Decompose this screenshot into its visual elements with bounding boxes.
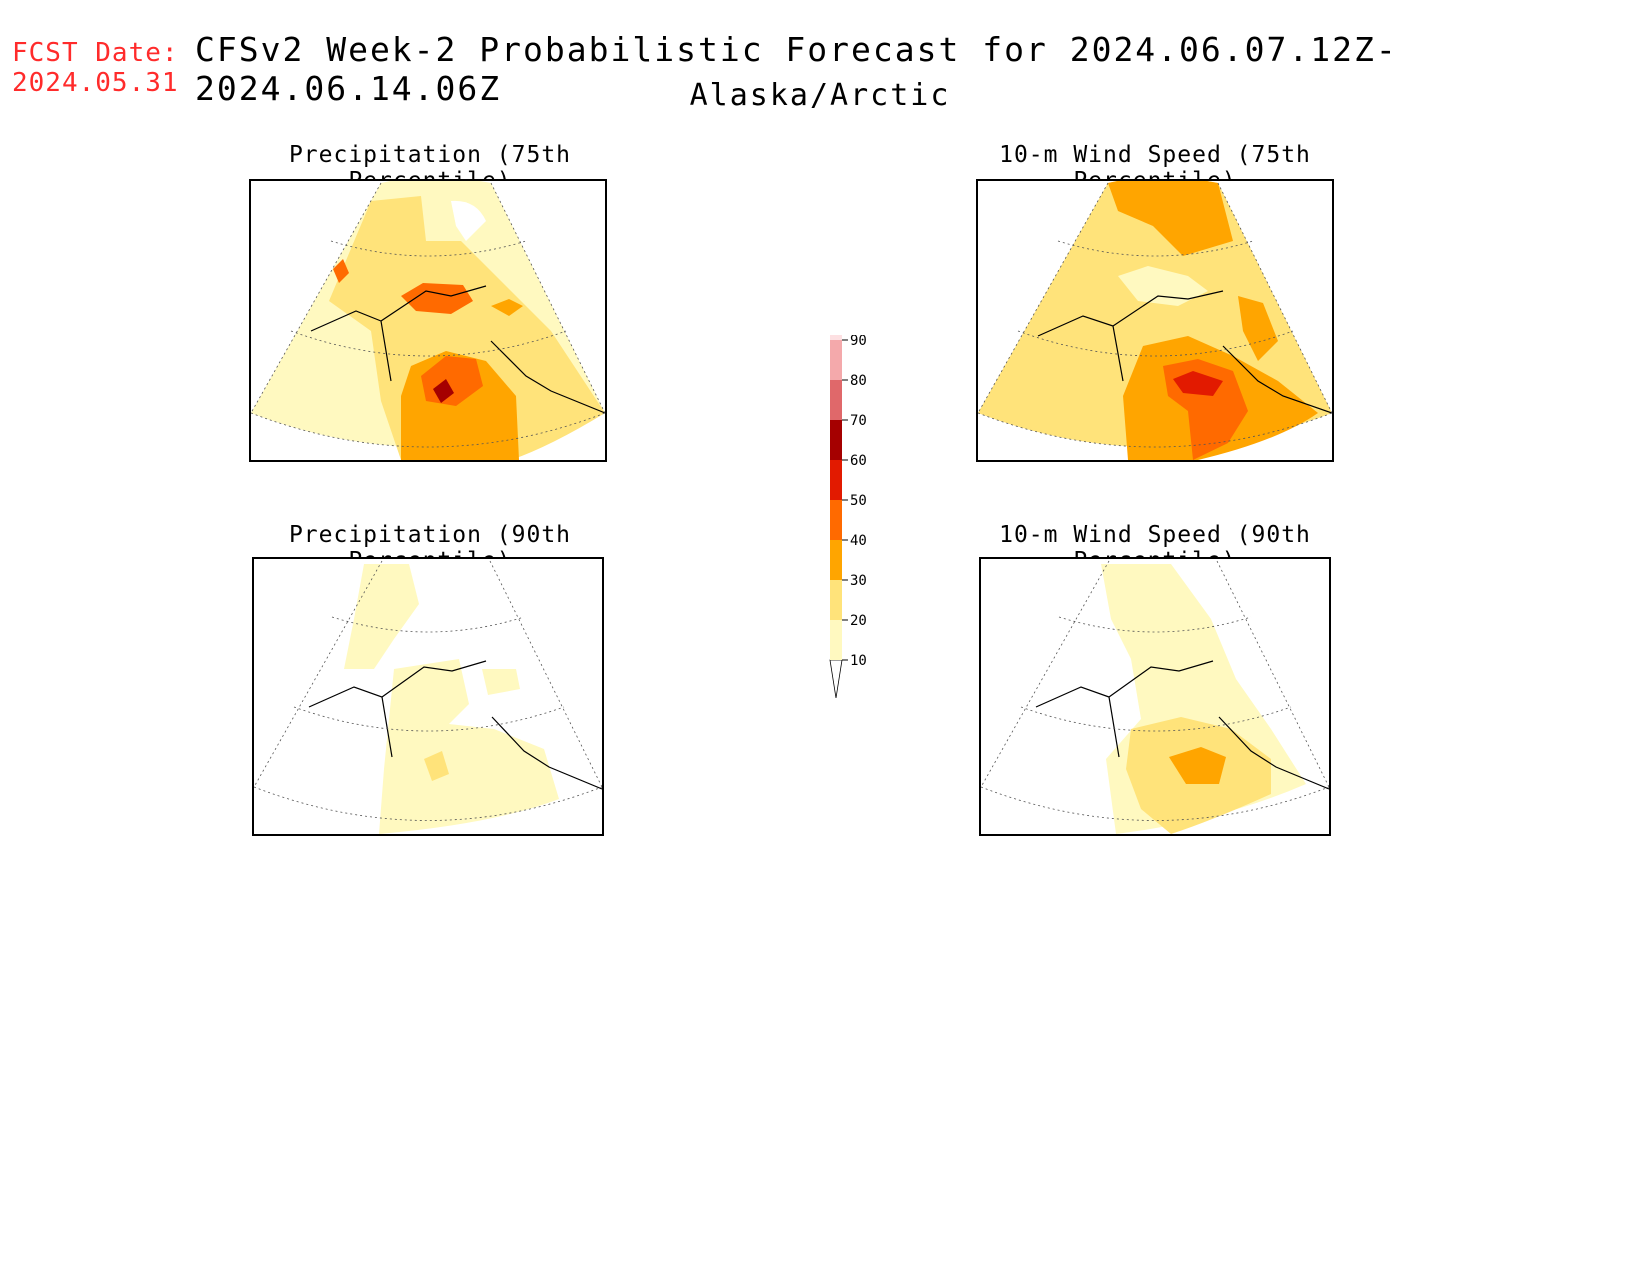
legend-swatch [830,335,842,340]
color-legend: 10 20 30 40 50 60 70 80 90 [829,335,867,699]
legend-label: 50 [850,493,867,509]
fill-band-30-east [1238,296,1278,361]
map-wind75 [978,181,1332,460]
fill-band-20 [424,751,449,781]
fill-band-10-center [1118,266,1208,306]
legend-label: 70 [850,413,867,429]
coastline [1035,660,1329,790]
legend-label: 60 [850,453,867,469]
legend-swatch [830,340,842,380]
forecast-date-label: FCST Date: [12,38,179,68]
legend-swatch [830,460,842,500]
legend-boxes [829,335,843,699]
fill-band-40-north [401,283,473,314]
legend-swatch [830,380,842,420]
map-precip90 [254,560,602,834]
fill-band-10-north [344,564,419,669]
coastline [308,660,602,790]
fill-band-60 [433,379,454,403]
fill-band-50 [1173,371,1223,396]
fill-band-30-north [1108,181,1233,256]
fill-band-10-south [379,659,559,834]
graticule [254,560,602,821]
forecast-date-value: 2024.05.31 [12,68,179,98]
legend-label: 10 [850,653,867,669]
forecast-date-block: FCST Date: 2024.05.31 [12,38,179,98]
legend-tail-low [829,659,843,699]
legend-swatch [830,620,842,660]
legend-swatch [830,420,842,460]
legend-swatch [830,540,842,580]
fill-band-10-east [482,669,520,695]
map-precip75 [251,181,605,460]
legend-label: 90 [850,335,867,349]
legend-label: 30 [850,573,867,589]
fill-blank-north [451,200,486,241]
fill-band-20 [329,196,605,460]
legend-label: 40 [850,533,867,549]
graticule [981,560,1329,821]
map-panel-wind90 [979,557,1331,836]
legend-swatch [830,580,842,620]
legend-label: 20 [850,613,867,629]
map-panel-precip90 [252,557,604,836]
map-panel-wind75 [976,179,1334,462]
coastline [1037,290,1332,414]
legend-label: 80 [850,373,867,389]
region-subtitle: Alaska/Arctic [689,78,951,113]
map-panel-precip75 [249,179,607,462]
page-title: CFSv2 Week-2 Probabilistic Forecast for … [195,30,1398,108]
graticule [251,182,605,448]
coastline [310,285,605,414]
fill-band-30-east [491,299,523,316]
map-wind90 [981,560,1329,834]
fill-band-30 [1169,747,1226,784]
fill-band-40-west [333,259,349,283]
graticule [978,182,1332,448]
legend-labels: 10 20 30 40 50 60 70 80 90 [842,335,867,669]
legend-swatch [830,500,842,540]
